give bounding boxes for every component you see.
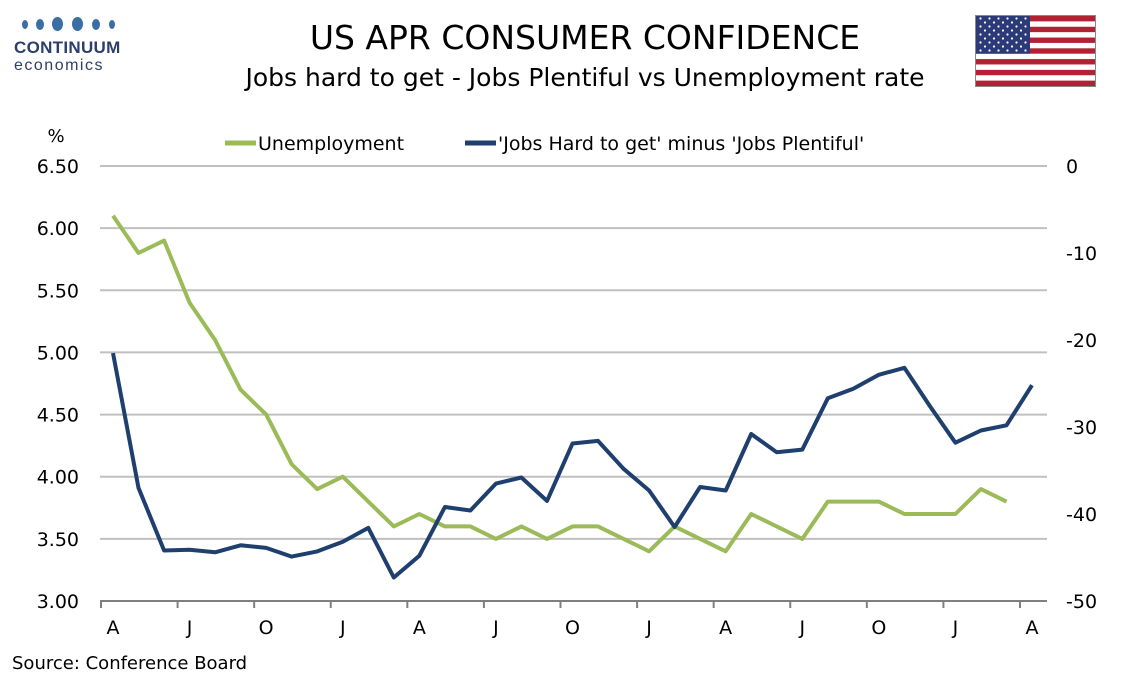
left-tick-label: 4.50 (37, 405, 79, 427)
right-tick-label: -20 (1066, 330, 1097, 352)
x-tick-label: O (565, 617, 580, 639)
logo-dots-icon (14, 12, 132, 34)
x-tick-label: J (492, 617, 499, 639)
right-tick-label: -40 (1066, 504, 1097, 526)
left-tick-label: 6.00 (37, 218, 79, 240)
x-tick-label: A (107, 617, 120, 639)
legend-label-unemployment: Unemployment (258, 133, 404, 155)
right-tick-label: -50 (1066, 591, 1097, 613)
x-tick-label: J (798, 617, 805, 639)
x-tick-label: O (871, 617, 886, 639)
right-tick-label: -10 (1066, 243, 1097, 265)
right-tick-label: -30 (1066, 417, 1097, 439)
right-tick-label: 0 (1066, 156, 1078, 178)
logo: CONTINUUM economics (14, 12, 132, 75)
left-tick-label: 3.00 (37, 591, 79, 613)
legend: Unemployment 'Jobs Hard to get' minus 'J… (225, 133, 864, 155)
legend-label-jobs-diff: 'Jobs Hard to get' minus 'Jobs Plentiful… (498, 133, 864, 155)
x-tick-label: A (1026, 617, 1039, 639)
left-tick-label: 6.50 (37, 156, 79, 178)
left-axis-unit: % (47, 126, 64, 147)
left-tick-label: 5.00 (37, 342, 79, 364)
chart-subtitle: Jobs hard to get - Jobs Plentiful vs Une… (245, 63, 925, 92)
x-tick-label: J (645, 617, 652, 639)
source-note: Source: Conference Board (12, 653, 248, 674)
left-tick-label: 3.50 (37, 529, 79, 551)
left-tick-label: 5.50 (37, 280, 79, 302)
unemployment-line (111, 214, 1008, 554)
x-tick-label: O (259, 617, 274, 639)
chart-title: US APR CONSUMER CONFIDENCE (309, 18, 861, 57)
x-tick-label: J (952, 617, 959, 639)
x-tick-label: A (719, 617, 732, 639)
logo-sub: economics (14, 57, 104, 74)
x-tick-label: J (186, 617, 193, 639)
jobs-diff-line (111, 352, 1034, 580)
logo-name: CONTINUUM (14, 38, 121, 57)
x-tick-label: A (413, 617, 426, 639)
x-tick-label: J (339, 617, 346, 639)
us-flag-icon (975, 15, 1096, 87)
left-tick-label: 4.00 (37, 467, 79, 489)
